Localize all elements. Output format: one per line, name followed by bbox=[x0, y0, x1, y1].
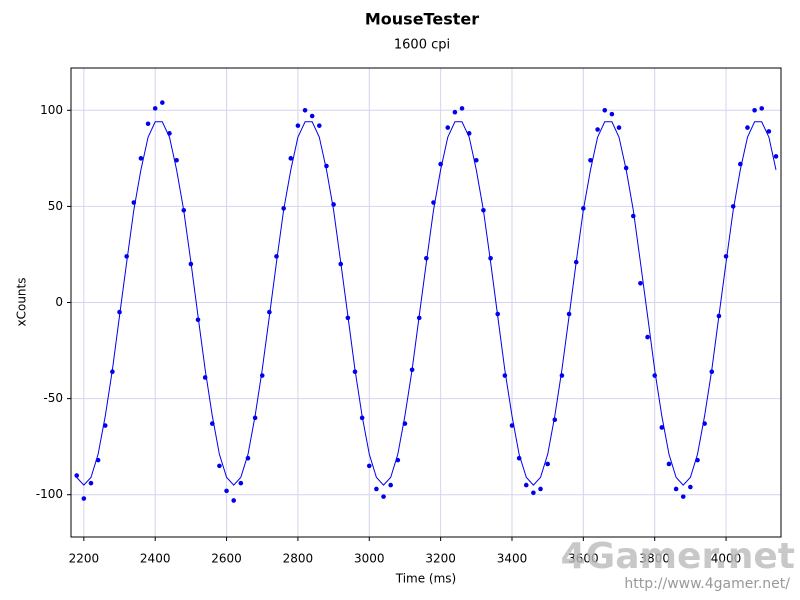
data-point bbox=[302, 107, 308, 113]
plot-area: -100 -50 0 50 100 2200 2400 2600 2800 3000 3200 340… bbox=[36, 67, 782, 566]
watermark-url: http://www.4gamer.net/ bbox=[624, 576, 790, 592]
y-axis-label: xCounts bbox=[15, 278, 29, 327]
data-point bbox=[531, 490, 536, 496]
x-tick-label: 3800 bbox=[639, 552, 670, 566]
data-point bbox=[238, 480, 244, 486]
data-point bbox=[445, 125, 451, 130]
data-point bbox=[81, 496, 87, 501]
watermark-logo: 4Gamer.net bbox=[561, 536, 795, 577]
data-point bbox=[388, 482, 393, 488]
x-tick-label: 3600 bbox=[568, 552, 599, 566]
data-point bbox=[295, 123, 301, 128]
data-point bbox=[274, 254, 279, 259]
y-tick-label: -50 bbox=[43, 391, 63, 405]
x-tick-label: 2400 bbox=[140, 552, 171, 566]
x-tick-label: 3400 bbox=[497, 552, 528, 566]
data-point bbox=[452, 109, 458, 115]
data-point bbox=[317, 123, 322, 128]
data-point bbox=[673, 486, 679, 492]
data-point bbox=[630, 213, 636, 219]
data-point bbox=[745, 125, 750, 130]
data-point bbox=[759, 106, 765, 111]
data-point bbox=[124, 254, 129, 259]
data-point bbox=[523, 482, 529, 488]
data-point bbox=[666, 461, 672, 467]
x-tick-label: 2200 bbox=[69, 552, 100, 566]
data-point bbox=[588, 157, 593, 163]
data-point bbox=[366, 463, 372, 469]
y-tick-label: -100 bbox=[36, 487, 63, 501]
data-point bbox=[680, 494, 686, 499]
data-point bbox=[174, 157, 179, 163]
data-point bbox=[474, 157, 479, 163]
data-point bbox=[160, 100, 165, 105]
data-point bbox=[145, 121, 151, 127]
data-point bbox=[74, 473, 80, 478]
data-point bbox=[224, 488, 229, 494]
data-point bbox=[723, 254, 729, 259]
x-tick-label: 3000 bbox=[354, 552, 385, 566]
data-point bbox=[374, 486, 379, 492]
x-tick-label: 4000 bbox=[711, 552, 742, 566]
x-tick-label: 3200 bbox=[425, 552, 456, 566]
data-point bbox=[502, 373, 508, 378]
y-tick-label: 50 bbox=[48, 199, 63, 213]
data-point bbox=[595, 127, 600, 132]
data-point bbox=[752, 107, 757, 113]
data-point bbox=[688, 484, 693, 490]
data-point bbox=[609, 111, 615, 117]
x-tick-label: 2800 bbox=[283, 552, 314, 566]
plot-frame bbox=[70, 67, 782, 538]
y-tick-label: 0 bbox=[55, 295, 63, 309]
x-axis-label: Time (ms) bbox=[395, 572, 457, 586]
data-point bbox=[602, 107, 608, 113]
data-point bbox=[152, 106, 158, 111]
data-point bbox=[545, 461, 550, 467]
data-point bbox=[773, 154, 779, 159]
data-point bbox=[88, 480, 94, 486]
data-point bbox=[616, 125, 622, 130]
data-point bbox=[288, 156, 294, 161]
data-point bbox=[659, 425, 665, 430]
y-tick-label: 100 bbox=[40, 103, 63, 117]
chart-title: MouseTester bbox=[365, 10, 479, 29]
chart-subtitle: 1600 cpi bbox=[394, 38, 450, 53]
data-point bbox=[538, 486, 543, 492]
data-point bbox=[309, 113, 315, 119]
data-point bbox=[138, 156, 144, 161]
series-line bbox=[76, 121, 777, 486]
x-tick-label: 2600 bbox=[211, 552, 242, 566]
data-point bbox=[645, 334, 650, 340]
data-point bbox=[638, 280, 643, 286]
data-point bbox=[766, 129, 772, 134]
data-point bbox=[217, 463, 222, 469]
data-point bbox=[231, 498, 236, 503]
data-point bbox=[459, 106, 465, 111]
data-point bbox=[381, 494, 386, 499]
